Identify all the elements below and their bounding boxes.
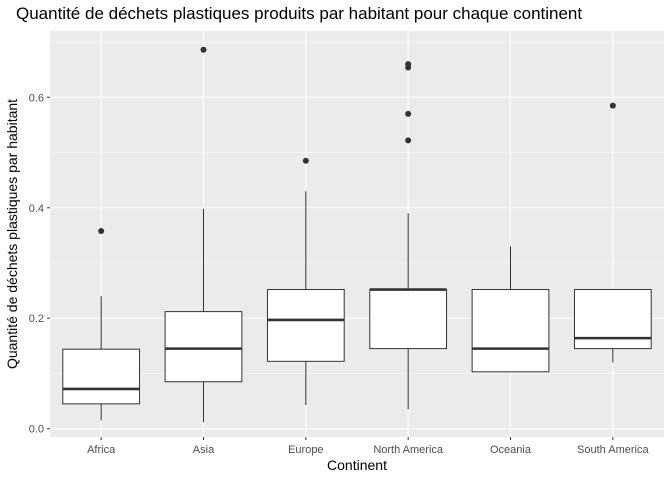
iqr-box [573, 289, 652, 350]
x-tick-label: Asia [193, 444, 215, 456]
iqr-box [471, 289, 550, 373]
outlier-point [405, 61, 412, 68]
box-north-america [369, 61, 448, 410]
box-europe [266, 157, 345, 405]
boxes-layer [62, 46, 652, 423]
y-tick-label: 0.4 [29, 203, 44, 215]
y-tick-label: 0.0 [29, 424, 44, 436]
axes-layer: 0.0 0.2 0.4 0.6 Africa Asia Europe North Americ… [29, 92, 650, 456]
y-tick-label: 0.6 [29, 92, 44, 104]
x-tick-label: Oceania [490, 444, 532, 456]
outlier-point [98, 227, 105, 234]
y-tick-label: 0.2 [29, 313, 44, 325]
outlier-point [609, 102, 616, 109]
x-tick-label: Africa [87, 444, 116, 456]
iqr-box [164, 311, 243, 383]
x-axis-title: Continent [327, 457, 387, 473]
outlier-point [405, 110, 412, 117]
box-south-america [573, 102, 652, 363]
x-tick-label: South America [577, 444, 649, 456]
iqr-box [62, 348, 141, 405]
plot-panel [50, 31, 664, 437]
x-tick-label: Europe [288, 444, 323, 456]
box-africa [62, 227, 141, 421]
box-asia [164, 46, 243, 423]
box-oceania [471, 246, 550, 373]
outlier-point [200, 46, 207, 53]
iqr-box [266, 289, 345, 362]
chart-title: Quantité de déchets plastiques produits … [16, 4, 583, 23]
outlier-point [302, 157, 309, 164]
outlier-point [405, 137, 412, 144]
x-tick-label: North America [373, 444, 444, 456]
y-axis-title: Quantité de déchets plastiques par habit… [4, 99, 20, 369]
iqr-box [369, 289, 448, 350]
